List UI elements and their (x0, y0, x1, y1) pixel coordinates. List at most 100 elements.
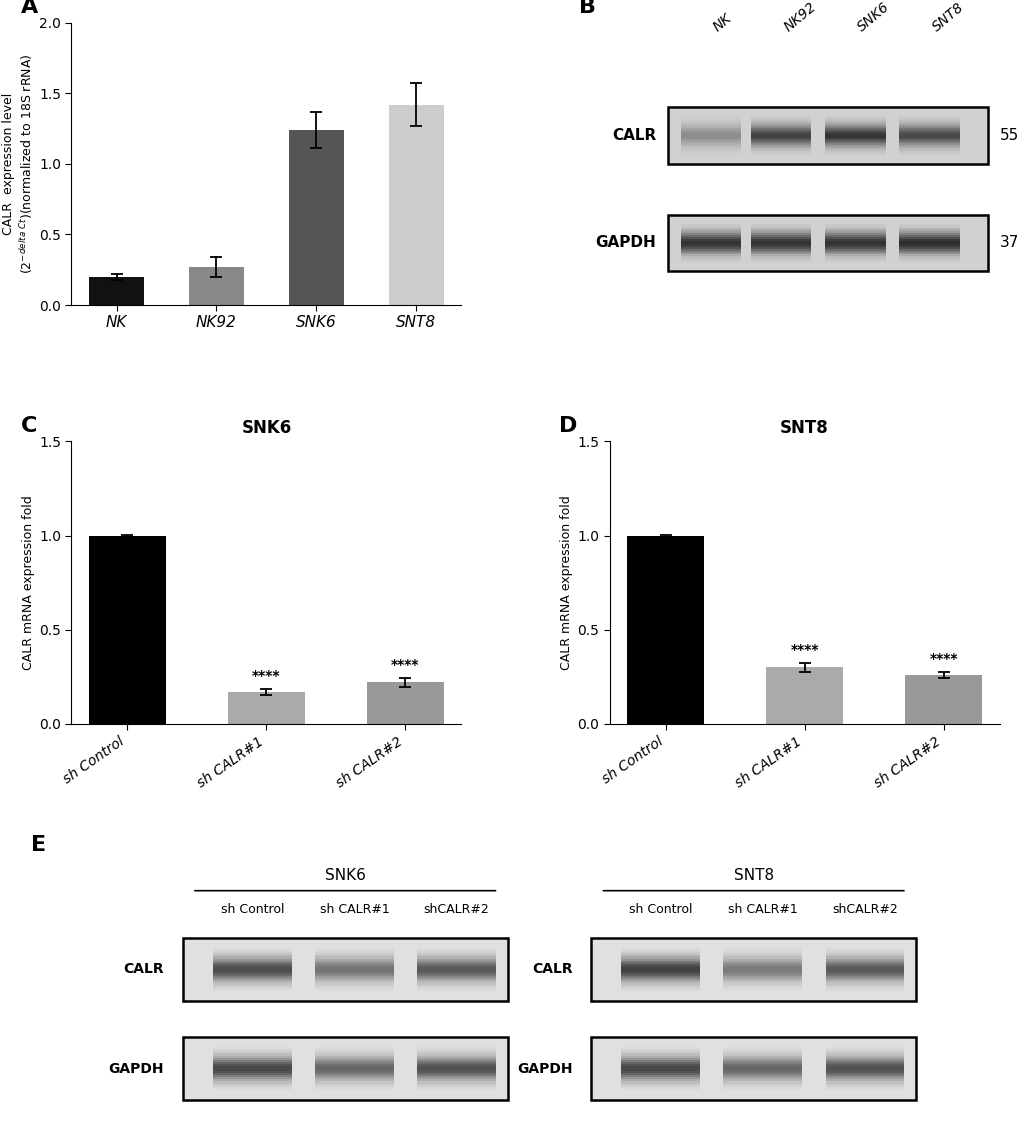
Text: D: D (558, 416, 577, 435)
Bar (824, 985, 904, 987)
Bar (750, 153, 811, 155)
Bar (899, 140, 959, 141)
Bar (213, 973, 291, 976)
Bar (315, 1052, 393, 1053)
Bar (680, 238, 741, 239)
Bar (824, 243, 884, 244)
Bar (213, 963, 291, 965)
Bar (417, 972, 495, 973)
Bar (315, 989, 393, 991)
Text: sh Control: sh Control (629, 904, 692, 916)
Bar (824, 260, 884, 263)
Bar (824, 151, 884, 153)
Text: ****: **** (790, 642, 818, 657)
Bar (417, 1073, 495, 1074)
Bar (680, 143, 741, 146)
Bar (213, 1077, 291, 1079)
Bar (315, 948, 393, 951)
Bar (417, 1086, 495, 1088)
Text: A: A (20, 0, 38, 17)
Bar (417, 1074, 495, 1077)
Bar (213, 976, 291, 978)
Bar (722, 1060, 802, 1062)
Bar (680, 141, 741, 143)
Bar (213, 972, 291, 973)
Bar (680, 132, 741, 134)
Bar (627, 536, 703, 724)
Bar (899, 232, 959, 233)
Bar (213, 1073, 291, 1074)
Bar (824, 122, 884, 124)
Bar (680, 232, 741, 233)
Bar (750, 146, 811, 147)
Bar (621, 976, 700, 978)
Bar (621, 970, 700, 972)
Bar (722, 1057, 802, 1060)
Bar (315, 1071, 393, 1073)
Bar (315, 954, 393, 956)
Bar (750, 255, 811, 256)
Bar (315, 951, 393, 952)
Bar (680, 250, 741, 252)
Bar (750, 121, 811, 122)
Bar (899, 224, 959, 225)
Bar (315, 972, 393, 973)
Bar (213, 1086, 291, 1088)
Bar (899, 121, 959, 122)
Bar (899, 241, 959, 243)
Bar (824, 241, 884, 243)
Bar (824, 126, 884, 128)
Bar (722, 1067, 802, 1069)
Bar (824, 249, 884, 250)
Bar (417, 1047, 495, 1049)
Bar (750, 147, 811, 149)
Bar (228, 691, 305, 724)
FancyBboxPatch shape (182, 1037, 507, 1101)
Bar (213, 954, 291, 956)
Bar (824, 1057, 904, 1060)
Bar (680, 230, 741, 232)
Bar (824, 149, 884, 151)
Bar (905, 675, 981, 724)
Bar (417, 985, 495, 987)
Bar (722, 1088, 802, 1090)
Bar (213, 982, 291, 985)
Text: C: C (20, 416, 37, 435)
Bar (213, 985, 291, 987)
Bar (680, 128, 741, 130)
Bar (621, 972, 700, 973)
Text: SNT8: SNT8 (928, 0, 965, 34)
Bar (621, 1077, 700, 1079)
Text: ****: **** (252, 670, 280, 683)
Bar (417, 961, 495, 963)
Bar (824, 135, 884, 138)
Bar (680, 151, 741, 153)
Bar (824, 978, 904, 980)
Bar (824, 1052, 904, 1053)
Bar (621, 1049, 700, 1052)
Bar (680, 255, 741, 256)
Bar (621, 1060, 700, 1062)
Bar (722, 982, 802, 985)
Bar (315, 976, 393, 978)
Bar (824, 970, 904, 972)
Bar (899, 249, 959, 250)
Bar (722, 1049, 802, 1052)
Bar (722, 1052, 802, 1053)
Bar (315, 970, 393, 972)
Bar (621, 1069, 700, 1071)
Bar (621, 952, 700, 954)
Bar (417, 952, 495, 954)
Bar (680, 225, 741, 227)
Bar (213, 970, 291, 972)
Bar (824, 963, 904, 965)
Bar (899, 147, 959, 149)
Bar (824, 1088, 904, 1090)
Bar (899, 149, 959, 151)
FancyBboxPatch shape (591, 1037, 915, 1101)
Bar (750, 135, 811, 138)
Bar (621, 1047, 700, 1049)
Bar (417, 1053, 495, 1055)
Bar (824, 968, 904, 970)
Bar (315, 1047, 393, 1049)
